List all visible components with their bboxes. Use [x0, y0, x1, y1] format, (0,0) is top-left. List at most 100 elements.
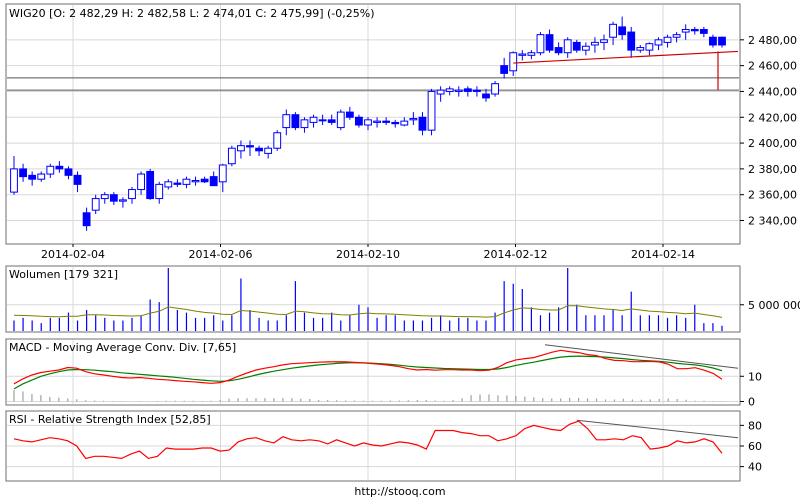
candle	[82, 207, 91, 231]
x-tick-label: 2014-02-14	[631, 248, 695, 261]
candle	[155, 181, 164, 204]
candle-body	[73, 174, 82, 185]
candle	[473, 86, 481, 97]
rsi-series	[13, 420, 723, 460]
candle	[19, 163, 27, 182]
trend-line	[576, 419, 739, 439]
candle-body	[128, 189, 136, 200]
candle	[73, 171, 82, 193]
candle	[436, 86, 445, 102]
candle-body	[182, 178, 191, 185]
candle	[300, 117, 309, 133]
candle-body	[19, 168, 27, 178]
candle-body	[255, 147, 263, 152]
candle-body	[482, 93, 490, 99]
candle	[282, 109, 291, 136]
candle	[418, 112, 427, 136]
candle	[100, 192, 109, 204]
candle	[46, 163, 55, 178]
candle	[627, 26, 636, 58]
macd-y-tick-labels: 10 0	[740, 370, 762, 408]
candle	[173, 179, 182, 187]
candle	[463, 86, 472, 97]
candle	[636, 44, 645, 53]
macd-title: MACD - Moving Average Conv. Div. [7,65]	[9, 341, 236, 354]
candle-body	[300, 119, 309, 129]
candle-body	[209, 176, 218, 187]
candle	[373, 117, 381, 128]
candle-body	[137, 173, 145, 191]
candle	[572, 39, 581, 53]
candle	[55, 161, 64, 173]
candle-body	[427, 90, 436, 131]
candle-body	[100, 194, 109, 200]
candle-body	[264, 147, 273, 154]
candle	[255, 145, 263, 156]
candle	[718, 36, 726, 48]
candle	[518, 50, 527, 61]
candle	[581, 42, 590, 56]
candle	[591, 37, 599, 53]
candle	[654, 37, 663, 51]
candle-body	[591, 41, 599, 46]
volume-bars	[13, 268, 723, 331]
candle-body	[709, 36, 717, 46]
candle	[128, 186, 136, 204]
candle-body	[409, 118, 418, 121]
trend-line	[544, 344, 739, 369]
candle-body	[355, 116, 363, 126]
macd-histogram	[13, 390, 723, 402]
macd-line	[13, 349, 723, 385]
candle-body	[318, 119, 327, 122]
y-tick-label: 60	[748, 440, 762, 453]
candle	[237, 140, 245, 159]
candle	[146, 168, 155, 200]
candle	[563, 37, 572, 58]
candle-body	[436, 89, 445, 95]
rsi-panel: 80 60 40 RSI - Relative Strength Index [52…	[5, 410, 762, 482]
candle-body	[645, 43, 654, 51]
y-tick-label: 2 340,00	[748, 215, 797, 228]
candle-body	[400, 120, 409, 126]
candle	[509, 51, 518, 76]
price-panel-frame	[5, 3, 741, 245]
candle-body	[373, 120, 381, 123]
y-tick-label: 5 000 000	[748, 299, 800, 312]
candle-body	[509, 52, 518, 72]
candle-body	[309, 116, 318, 123]
rsi-y-tick-labels: 80 60 40	[740, 419, 762, 474]
candle-body	[627, 31, 636, 51]
candle-body	[37, 173, 46, 180]
candle	[109, 192, 118, 206]
candle-body	[618, 26, 627, 36]
candle-body	[227, 147, 236, 165]
candle	[409, 112, 418, 125]
candle	[164, 179, 173, 190]
footer-link[interactable]: http://stooq.com	[354, 485, 445, 498]
candle	[690, 26, 699, 35]
y-tick-label: 2 420,00	[748, 111, 797, 124]
candle-body	[463, 88, 472, 92]
candle-body	[473, 89, 481, 92]
candle-body	[191, 180, 200, 183]
candle	[309, 114, 318, 128]
candle	[91, 194, 100, 215]
volume-panel: 5 000 000 Wolumen [179 321]	[5, 265, 800, 333]
macd-panel-frame	[5, 338, 741, 406]
candle	[191, 176, 200, 186]
candle	[355, 114, 363, 128]
volume-average-line	[13, 305, 723, 318]
candle	[400, 117, 409, 127]
candle-body	[690, 28, 699, 32]
candle-body	[663, 36, 672, 43]
y-tick-label: 2 460,00	[748, 60, 797, 73]
candle	[536, 32, 545, 56]
candle	[554, 42, 563, 56]
y-tick-label: 40	[748, 461, 762, 474]
volume-average	[13, 305, 723, 318]
rsi-line	[13, 420, 723, 460]
candle-body	[563, 39, 572, 54]
candle-body	[155, 183, 164, 200]
candle-body	[581, 45, 590, 51]
